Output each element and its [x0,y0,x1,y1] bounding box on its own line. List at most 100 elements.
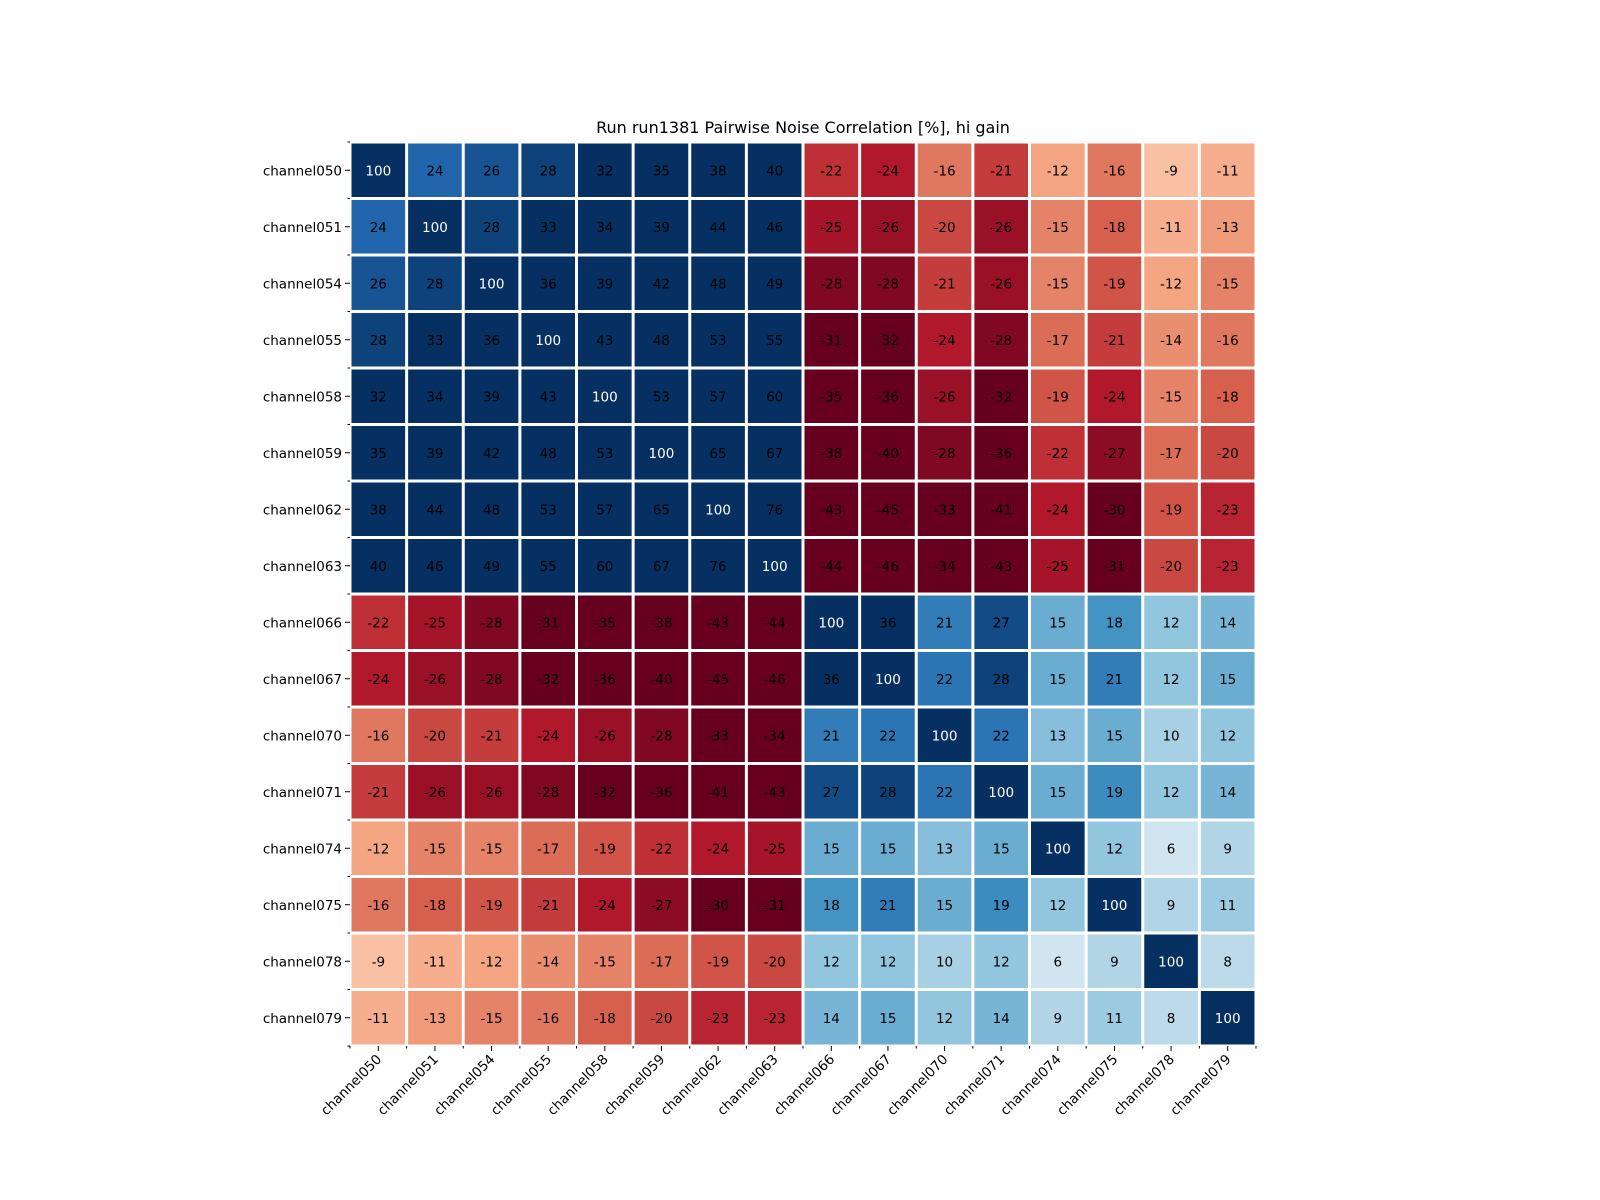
cell-value-label: -21 [481,728,503,744]
y-tick-label: channel051 [263,220,342,236]
heatmap-cell [1144,200,1198,254]
cell-value-label: -16 [934,163,956,179]
cell-value-label: 28 [483,220,500,236]
heatmap-cell [521,369,575,423]
heatmap-cell [861,143,915,197]
cell-value-label: -11 [1217,163,1239,179]
cell-value-label: -27 [1103,446,1125,462]
heatmap-cell [351,991,406,1045]
heatmap-cell [578,652,632,706]
heatmap-cell [521,256,575,310]
cell-value-label: -46 [764,672,786,688]
cell-value-label: 24 [370,220,387,236]
heatmap-cell [1087,652,1142,706]
heatmap-cell [634,313,689,367]
heatmap-cell [1031,426,1085,480]
heatmap-cell [861,369,915,423]
heatmap-cell [351,200,406,254]
heatmap-cell [1200,143,1255,197]
cell-value-label: -34 [764,728,786,744]
heatmap-cell [408,143,462,197]
heatmap-cell [747,539,802,593]
cell-value-label: -11 [1160,220,1182,236]
heatmap-cell [974,426,1028,480]
cell-value-label: 100 [365,163,391,179]
cell-value-label: -18 [594,1011,616,1027]
cell-value-label: -16 [1217,333,1239,349]
y-tick-label: channel071 [263,785,342,801]
cell-value-label: 48 [709,276,726,292]
cell-value-label: 33 [426,333,443,349]
heatmap-cell [1144,595,1198,649]
heatmap-cell [1031,991,1085,1045]
heatmap-cell [634,821,689,875]
heatmap-cell [408,256,462,310]
cell-value-label: -43 [990,559,1012,575]
cell-value-label: 55 [540,559,557,575]
cell-value-label: -40 [877,446,899,462]
cell-value-label: 34 [426,389,443,405]
heatmap-cell [634,652,689,706]
cell-value-label: -24 [1103,389,1125,405]
cell-value-label: 35 [653,163,670,179]
cell-value-label: 42 [483,446,500,462]
cell-value-label: 19 [1106,785,1123,801]
cell-value-label: -17 [1160,446,1182,462]
heatmap-cell [691,595,745,649]
heatmap-cell [408,426,462,480]
cell-value-label: -21 [1103,333,1125,349]
heatmap-cell [578,369,632,423]
cell-value-label: 36 [483,333,500,349]
heatmap-cell [974,369,1028,423]
cell-value-label: 9 [1223,841,1232,857]
cell-value-label: 42 [653,276,670,292]
cell-value-label: -19 [707,954,729,970]
cell-value-label: 48 [483,502,500,518]
heatmap-cell [351,143,406,197]
y-tick-label: channel075 [263,898,342,914]
heatmap-cell [804,482,859,536]
cell-value-label: -36 [877,389,899,405]
cell-value-label: -45 [877,502,899,518]
cell-value-label: 33 [540,220,557,236]
cell-value-label: -23 [1217,559,1239,575]
heatmap-cell [974,991,1028,1045]
cell-value-label: 100 [1045,841,1071,857]
cell-value-label: -21 [367,785,389,801]
cell-value-label: 60 [596,559,613,575]
y-tick-label: channel079 [263,1011,342,1027]
cell-value-label: 12 [879,954,896,970]
heatmap-cell [1200,426,1255,480]
cell-value-label: 15 [1049,615,1066,631]
cell-value-label: -20 [650,1011,672,1027]
heatmap-cell [747,878,802,932]
heatmap-cell [521,482,575,536]
cell-value-label: -11 [424,954,446,970]
cell-value-label: -11 [367,1011,389,1027]
cell-value-label: 28 [993,672,1010,688]
cell-value-label: -44 [764,615,786,631]
cell-value-label: -16 [537,1011,559,1027]
heatmap-cell [464,991,519,1045]
y-tick-label: channel066 [263,615,342,631]
cell-value-label: -19 [481,898,503,914]
cell-value-label: -14 [1160,333,1182,349]
cell-value-label: -24 [367,672,389,688]
heatmap-cell [578,482,632,536]
cell-value-label: -22 [367,615,389,631]
cell-value-label: 12 [1162,785,1179,801]
heatmap-cell [1087,426,1142,480]
cell-value-label: 15 [1049,785,1066,801]
cell-value-label: 8 [1223,954,1232,970]
cell-value-label: -25 [1047,559,1069,575]
cell-value-label: 53 [596,446,613,462]
heatmap-cell [521,991,575,1045]
cell-value-label: 15 [1106,728,1123,744]
cell-value-label: -44 [820,559,842,575]
heatmap-cell [464,821,519,875]
cell-value-label: 40 [766,163,783,179]
cell-value-label: -24 [934,333,956,349]
cell-value-label: -23 [764,1011,786,1027]
cell-value-label: 12 [936,1011,953,1027]
heatmap-cell [1144,539,1198,593]
